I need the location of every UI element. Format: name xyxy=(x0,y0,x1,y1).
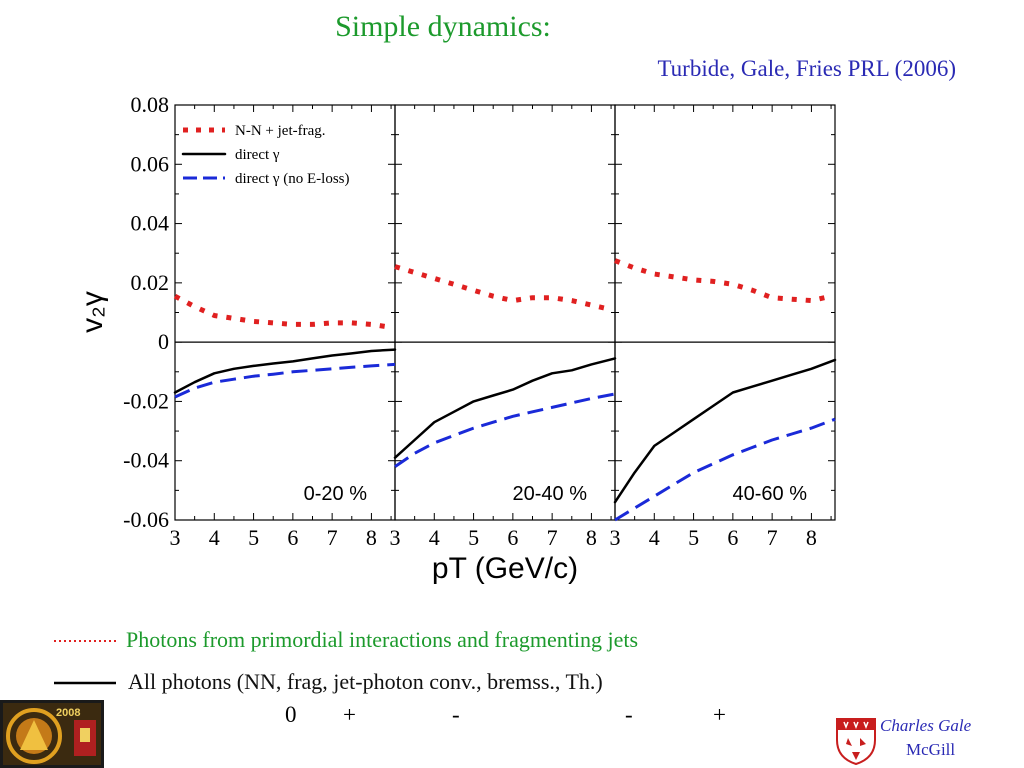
x-tick-label: 4 xyxy=(429,525,440,550)
conference-logo: 2008 xyxy=(0,700,104,768)
legend-all-photons-text: All photons (NN, frag, jet-photon conv.,… xyxy=(128,669,603,694)
y-tick-label: 0.06 xyxy=(131,151,170,176)
mcgill-shield-icon xyxy=(836,718,876,766)
panel-label-1: 0-20 % xyxy=(304,483,368,505)
x-tick-label: 3 xyxy=(390,525,401,550)
legend-dotted-line xyxy=(54,640,116,642)
x-tick-label: 4 xyxy=(209,525,220,550)
slide-title: Simple dynamics: xyxy=(335,10,551,43)
x-tick-label: 6 xyxy=(727,525,738,550)
y-tick-label: -0.06 xyxy=(123,507,169,532)
series-solid-panel-3 xyxy=(613,358,837,504)
citation: Turbide, Gale, Fries PRL (2006) xyxy=(657,56,956,81)
x-tick-label: 8 xyxy=(366,525,377,550)
x-tick-label: 6 xyxy=(507,525,518,550)
y-tick-label: -0.02 xyxy=(123,388,169,413)
y-axis-label: v₂γ xyxy=(76,291,109,333)
sign-minus-2: - xyxy=(625,702,633,727)
x-tick-label: 3 xyxy=(170,525,181,550)
x-tick-label: 5 xyxy=(688,525,699,550)
x-tick-label: 4 xyxy=(649,525,660,550)
series-solid-panel-1 xyxy=(173,348,397,394)
x-tick-label: 3 xyxy=(610,525,621,550)
y-tick-label: 0.04 xyxy=(131,211,170,236)
legend-label-2: direct γ xyxy=(235,147,280,163)
x-tick-label: 7 xyxy=(767,525,778,550)
sign-plus-1: + xyxy=(343,702,356,727)
x-tick-label: 7 xyxy=(327,525,338,550)
panel-label-3: 40-60 % xyxy=(733,483,808,505)
panel-label-2: 20-40 % xyxy=(513,483,588,505)
x-tick-label: 8 xyxy=(586,525,597,550)
panel-frame-1 xyxy=(174,104,396,521)
logo-year-text: 2008 xyxy=(56,707,80,719)
series-dashed-panel-2 xyxy=(394,392,616,468)
series-dotted-panel-1 xyxy=(173,293,392,330)
x-tick-label: 5 xyxy=(468,525,479,550)
sign-plus-2: + xyxy=(713,702,726,727)
legend-label-1: N-N + jet-frag. xyxy=(235,123,326,139)
series-solid-panel-2 xyxy=(393,357,617,459)
series-dotted-panel-3 xyxy=(614,258,832,304)
y-tick-label: 0 xyxy=(158,329,169,354)
x-tick-label: 6 xyxy=(287,525,298,550)
sign-minus-1: - xyxy=(452,702,460,727)
series-dashed-panel-3 xyxy=(614,417,836,522)
sign-zero: 0 xyxy=(285,702,297,727)
v2-photon-chart: 3 4 5 6 7 8 0-20 % 3 4 5 6 7 8 20-40 % 3 4 5 6 7 8 40-60 % 0.… xyxy=(76,92,837,585)
series-dotted-panel-2 xyxy=(394,264,612,312)
y-tick-label: -0.04 xyxy=(123,448,169,473)
y-tick-label: 0.02 xyxy=(131,270,170,295)
affiliation: McGill xyxy=(906,740,956,759)
x-tick-label: 5 xyxy=(248,525,259,550)
series-dashed-panel-1 xyxy=(174,362,396,399)
legend-solid-line xyxy=(54,681,116,685)
author-name: Charles Gale xyxy=(880,716,972,735)
legend-primordial-text: Photons from primordial interactions and… xyxy=(126,627,639,652)
x-tick-label: 8 xyxy=(806,525,817,550)
y-tick-label: 0.08 xyxy=(131,92,170,117)
x-axis-label: pT (GeV/c) xyxy=(432,552,578,585)
x-tick-label: 7 xyxy=(547,525,558,550)
legend-label-3: direct γ (no E-loss) xyxy=(235,171,350,187)
panel-frame-2 xyxy=(394,104,616,521)
